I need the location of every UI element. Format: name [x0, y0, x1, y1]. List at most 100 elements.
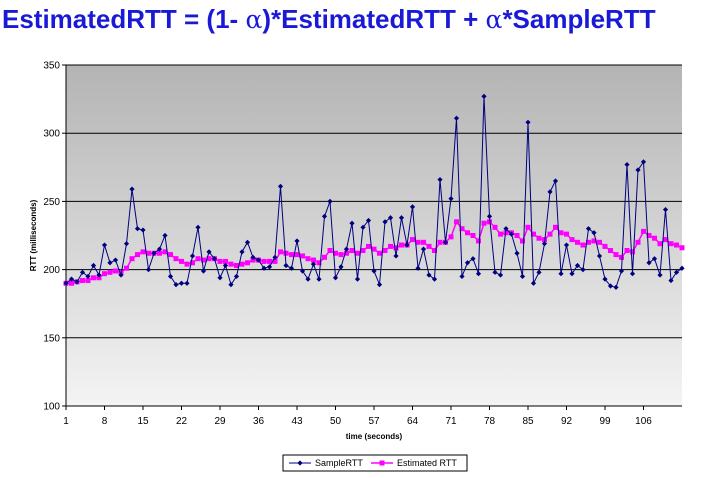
sample-rtt-marker [332, 275, 339, 281]
estimated-rtt-marker [69, 280, 74, 286]
estimated-rtt-marker [239, 261, 245, 267]
sample-rtt-marker [629, 271, 636, 277]
estimated-rtt-marker [85, 278, 91, 284]
estimated-rtt-marker [311, 257, 316, 263]
estimated-rtt-marker [278, 249, 283, 255]
title-middle: )*EstimatedRTT + [262, 4, 486, 34]
estimated-rtt-marker [487, 219, 492, 225]
title-suffix: *SampleRTT [502, 4, 656, 34]
sample-rtt-marker [68, 276, 75, 282]
sample-rtt-marker [365, 217, 372, 224]
sample-rtt-marker [646, 260, 652, 266]
gridlines [62, 64, 682, 407]
sample-rtt-marker [266, 264, 273, 270]
sample-rtt-marker [607, 283, 614, 289]
sample-rtt-marker [250, 254, 256, 260]
estimated-rtt-marker [635, 239, 641, 245]
estimated-rtt-marker [459, 226, 465, 232]
sample-rtt-marker [387, 215, 394, 221]
sample-rtt-marker [321, 213, 328, 220]
sample-rtt-marker [178, 280, 185, 286]
sample-rtt-marker [552, 178, 559, 184]
sample-rtt-marker [195, 224, 201, 230]
x-axis-label: time (seconds) [346, 432, 403, 441]
sample-rtt-marker [283, 262, 289, 269]
sample-rtt-marker [151, 250, 157, 256]
sample-rtt-marker [541, 241, 548, 247]
estimated-rtt-marker [206, 256, 212, 262]
sample-rtt-marker [129, 186, 135, 192]
y-tick-label: 200 [43, 265, 60, 276]
sample-rtt-marker [244, 239, 251, 245]
sample-rtt-marker [497, 272, 504, 278]
estimated-rtt-marker [146, 250, 151, 256]
estimated-rtt-marker [184, 261, 190, 267]
estimated-rtt-marker [421, 239, 426, 245]
sample-rtt-marker [530, 280, 537, 286]
sample-rtt-marker [662, 206, 669, 213]
sample-rtt-marker [382, 219, 388, 225]
estimated-rtt-marker [470, 233, 476, 238]
estimated-rtt-marker [575, 239, 580, 245]
estimated-rtt-marker [586, 239, 591, 245]
sample-rtt-marker [222, 262, 229, 269]
estimated-rtt-marker [173, 256, 179, 262]
estimated-rtt-marker [624, 248, 630, 254]
sample-rtt-marker [349, 220, 355, 226]
sample-rtt-marker [453, 115, 460, 121]
estimated-rtt-marker [525, 224, 531, 230]
estimated-rtt-marker [481, 220, 487, 226]
sample-rtt-marker [536, 269, 542, 275]
estimated-rtt-marker [157, 250, 162, 256]
estimated-rtt-marker [245, 260, 250, 266]
sample-rtt-marker [360, 224, 366, 230]
x-tick-label: 1 [63, 416, 69, 427]
estimated-rtt-marker [602, 243, 608, 249]
estimated-rtt-marker [349, 248, 355, 254]
sample-rtt-marker [74, 279, 80, 285]
sample-rtt-marker [635, 167, 641, 173]
sample-rtt-marker [585, 226, 592, 232]
title-prefix: EstimatedRTT = (1- [2, 4, 246, 34]
sample-rtt-marker [431, 276, 438, 282]
estimated-rtt-marker [162, 249, 168, 255]
sample-rtt-marker [657, 272, 663, 278]
sample-rtt-marker [101, 242, 108, 248]
legend-estimated-marker [379, 460, 385, 466]
y-tick-label: 150 [43, 333, 60, 344]
sample-rtt-marker [376, 282, 383, 288]
estimated-rtt-marker [591, 238, 597, 244]
x-tick-label: 8 [102, 416, 108, 427]
sample-rtt-marker [299, 268, 306, 274]
sample-rtt-marker [79, 269, 86, 275]
estimated-rtt-marker [366, 243, 371, 249]
sample-rtt-marker [624, 161, 630, 168]
sample-rtt-marker [211, 256, 218, 262]
sample-rtt-marker [90, 262, 97, 269]
sample-rtt-marker [156, 246, 163, 252]
sample-rtt-marker [272, 254, 278, 260]
sample-rtt-marker [464, 260, 471, 266]
y-axis-label: RTT (milliseconds) [29, 199, 38, 271]
sample-rtt-marker [514, 250, 520, 256]
estimated-rtt-marker [272, 258, 278, 264]
estimated-rtt-marker [360, 248, 366, 254]
series-sample-rtt [63, 93, 685, 290]
sample-rtt-marker [574, 262, 581, 269]
estimated-rtt-marker [465, 230, 470, 236]
estimated-rtt-marker [663, 237, 668, 243]
x-tick-label: 50 [330, 416, 342, 427]
sample-rtt-marker [415, 265, 421, 271]
estimated-rtt-marker [580, 242, 586, 248]
sample-rtt-marker [602, 276, 608, 282]
estimated-rtt-marker [201, 257, 206, 263]
estimated-rtt-marker [558, 230, 564, 236]
x-tick-label: 92 [561, 416, 573, 427]
estimated-rtt-marker [652, 235, 657, 241]
y-tick-label: 350 [43, 61, 60, 72]
sample-rtt-marker [475, 271, 482, 277]
estimated-rtt-marker [228, 261, 234, 267]
estimated-rtt-marker [124, 265, 129, 271]
sample-rtt-marker [206, 249, 212, 255]
estimated-rtt-marker [327, 248, 333, 254]
